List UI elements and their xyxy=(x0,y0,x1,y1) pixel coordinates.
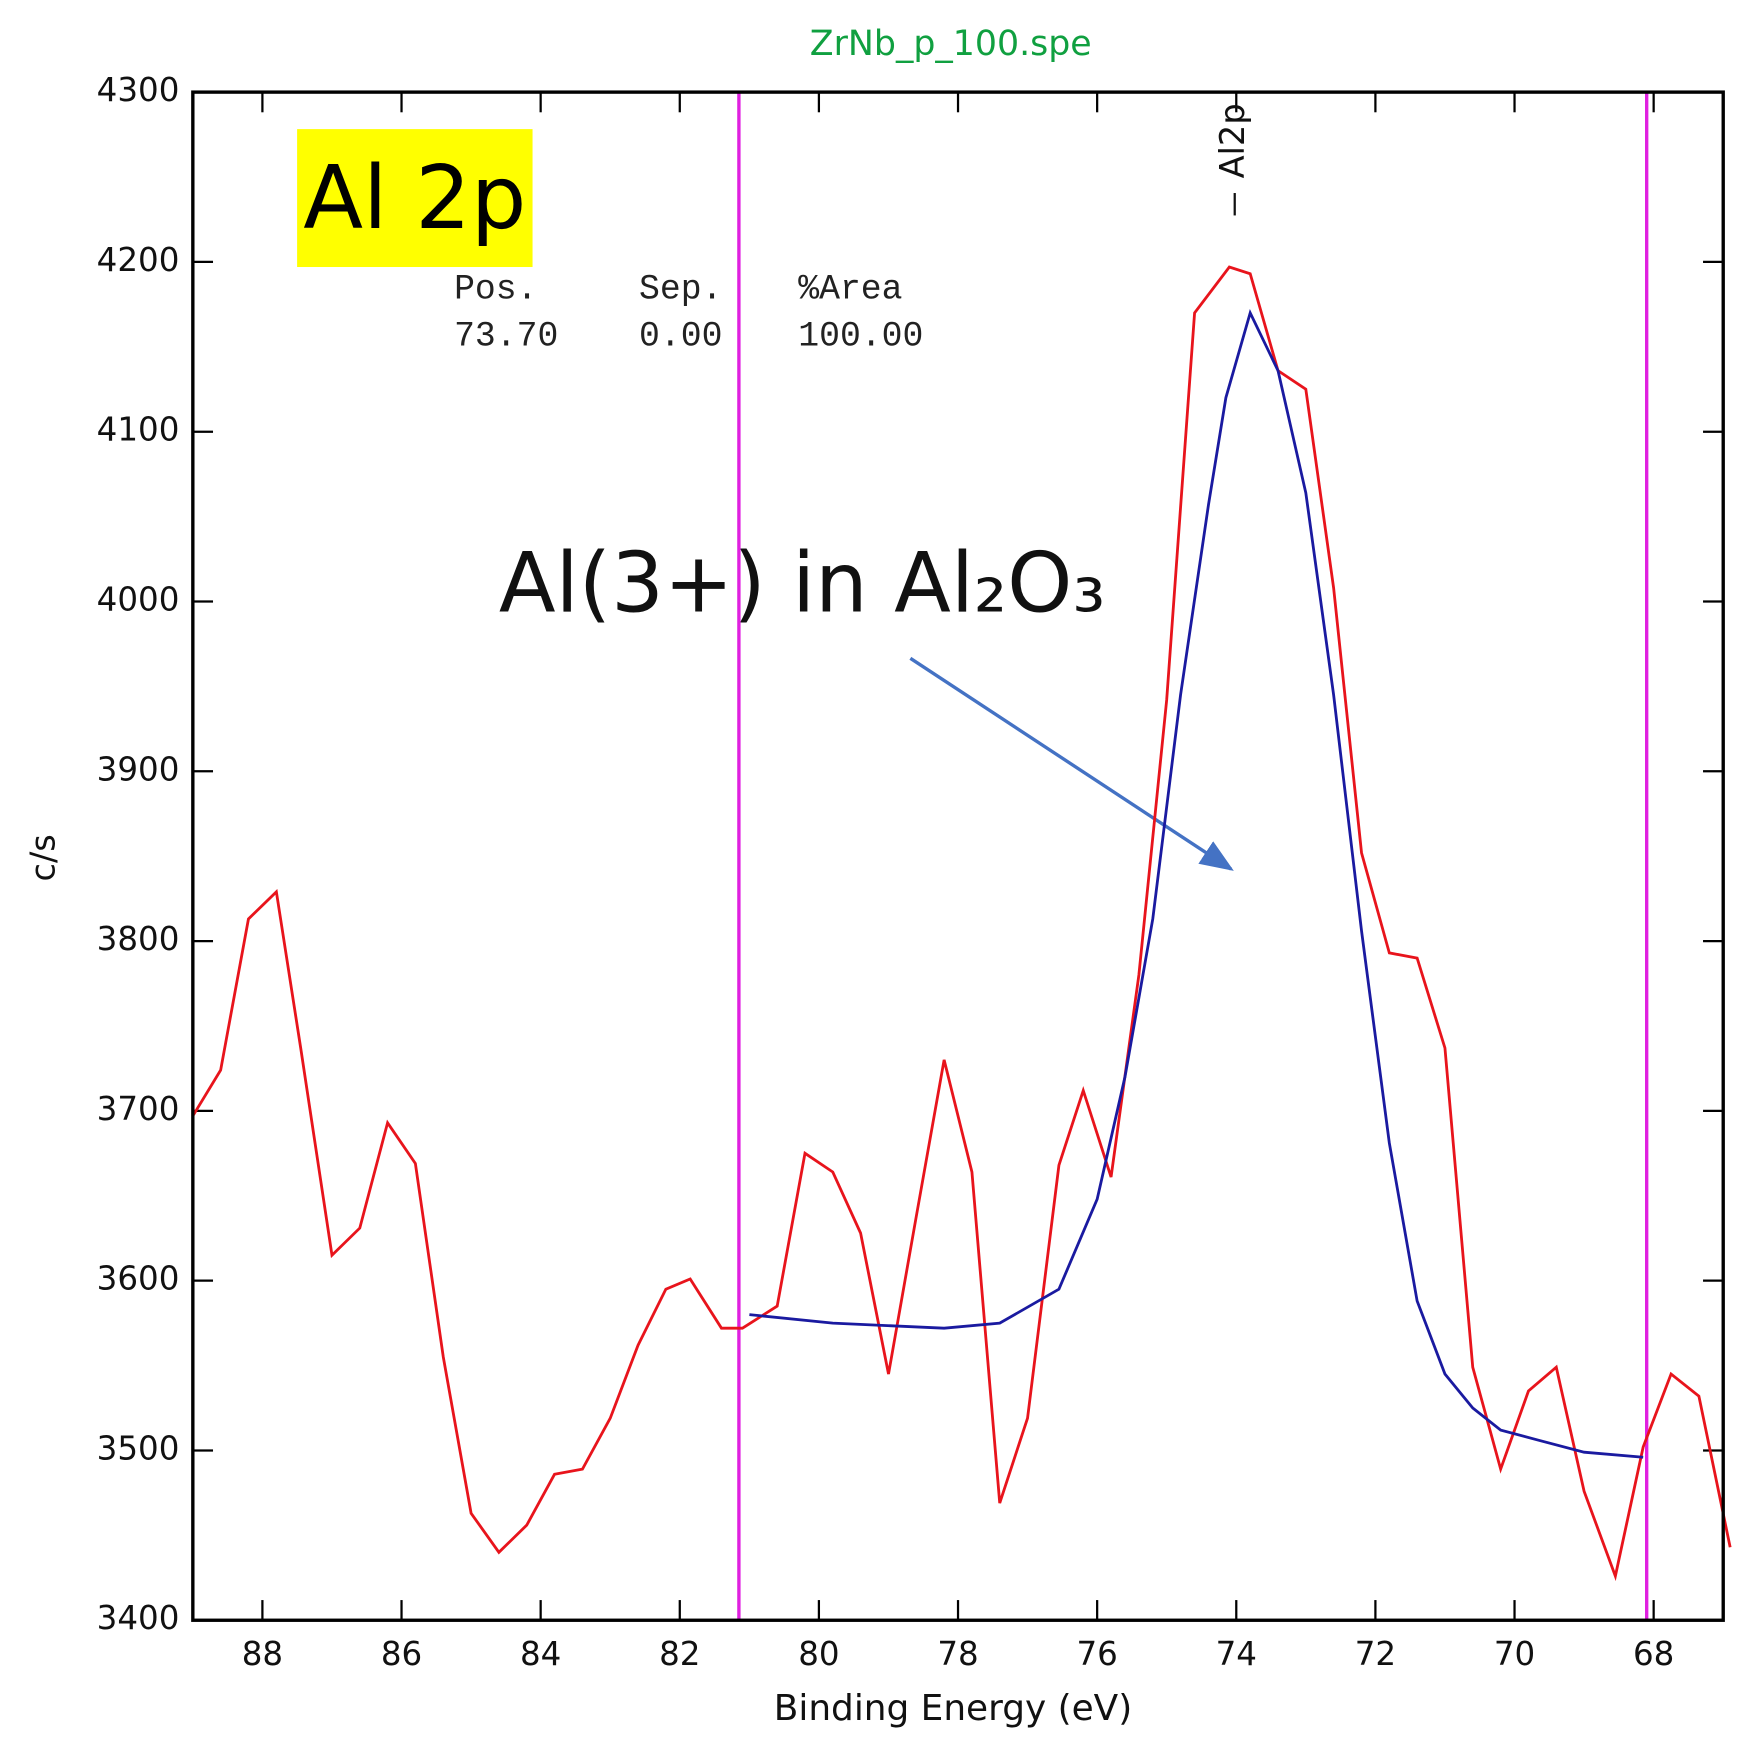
y-tick-label: 3800 xyxy=(97,920,180,958)
x-tick-label: 68 xyxy=(1633,1635,1674,1673)
data-line xyxy=(191,265,1732,1582)
table-header: Sep. xyxy=(639,271,722,310)
x-tick-label: 80 xyxy=(798,1635,839,1673)
table-cell: 73.70 xyxy=(454,318,558,357)
chart-title: ZrNb_p_100.spe xyxy=(810,24,1092,64)
y-tick-label: 3900 xyxy=(97,750,180,788)
table-header: Pos. xyxy=(454,271,537,310)
table-cell: 100.00 xyxy=(798,318,923,357)
x-tick-label: 84 xyxy=(520,1635,561,1673)
x-tick-label: 70 xyxy=(1494,1635,1535,1673)
y-tick-label: 4000 xyxy=(97,580,180,618)
x-tick-label: 74 xyxy=(1216,1635,1257,1673)
y-tick-label: 4100 xyxy=(97,411,180,449)
x-tick-label: 88 xyxy=(242,1635,283,1673)
y-axis-label: c/s xyxy=(23,834,62,881)
y-tick-label: 3500 xyxy=(97,1429,180,1467)
x-tick-label: 76 xyxy=(1076,1635,1117,1673)
plot-frame xyxy=(191,90,1725,1622)
badge-background xyxy=(297,129,533,268)
annotation-arrow xyxy=(909,656,1234,871)
badge: Al 2p xyxy=(303,147,526,249)
x-axis-label: Binding Energy (eV) xyxy=(774,1688,1132,1729)
y-tick-label: 3600 xyxy=(97,1260,180,1298)
table-cell: 0.00 xyxy=(639,318,722,357)
x-tick-label: 86 xyxy=(381,1635,422,1673)
y-tick-label: 3400 xyxy=(97,1599,180,1637)
x-tick-label: 72 xyxy=(1355,1635,1396,1673)
peak-label: Al2p xyxy=(1213,103,1252,178)
x-tick-label: 78 xyxy=(937,1635,978,1673)
data-line xyxy=(749,308,1644,1459)
y-tick-label: 4300 xyxy=(97,71,180,109)
y-tick-label: 3700 xyxy=(97,1090,180,1128)
table-header: %Area xyxy=(798,271,902,310)
x-tick-label: 82 xyxy=(659,1635,700,1673)
annotation: Al(3+) in Al₂O₃ xyxy=(499,535,1106,632)
y-tick-label: 4200 xyxy=(97,241,180,279)
